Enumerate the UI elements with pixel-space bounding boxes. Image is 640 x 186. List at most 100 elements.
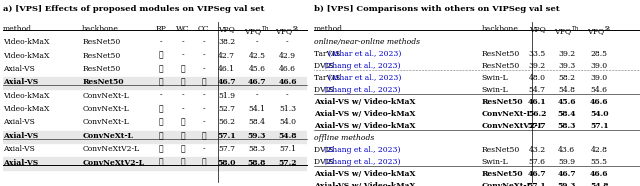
Text: Swin-L: Swin-L [482, 158, 508, 166]
Text: 46.6: 46.6 [590, 98, 609, 106]
Text: 42.5: 42.5 [248, 52, 266, 60]
Text: 58.3: 58.3 [557, 122, 576, 130]
Text: 46.6: 46.6 [279, 65, 296, 73]
Text: 57.2: 57.2 [278, 159, 297, 167]
Text: ConvNeXt-L: ConvNeXt-L [482, 182, 532, 186]
Text: Axial-VS w/ Video-kMaX: Axial-VS w/ Video-kMaX [314, 110, 415, 118]
Bar [3, 77, 307, 89]
Text: Axial-VS: Axial-VS [3, 78, 38, 86]
Text: offline methods: offline methods [314, 134, 374, 142]
Text: Axial-VS: Axial-VS [3, 132, 38, 140]
Text: ResNet50: ResNet50 [83, 65, 120, 73]
Text: 57.1: 57.1 [218, 132, 236, 140]
Text: 45.6: 45.6 [557, 98, 576, 106]
Text: method: method [3, 25, 32, 33]
Text: -: - [202, 145, 205, 153]
Text: ✓: ✓ [180, 132, 185, 140]
Text: 58.3: 58.3 [248, 145, 266, 153]
Text: 43.6: 43.6 [558, 146, 575, 154]
Text: 51.3: 51.3 [279, 105, 296, 113]
Text: 54.7: 54.7 [529, 86, 546, 94]
Text: (Zhang et al., 2023): (Zhang et al., 2023) [324, 86, 401, 94]
Text: online/near-online methods: online/near-online methods [314, 38, 420, 46]
Text: Axial-VS: Axial-VS [3, 159, 38, 167]
Text: ConvNeXtV2-L: ConvNeXtV2-L [83, 145, 140, 153]
Text: -: - [160, 92, 163, 100]
Text: Video-kMaX: Video-kMaX [3, 38, 49, 46]
Text: TarVIS: TarVIS [314, 50, 342, 58]
Text: ResNet50: ResNet50 [482, 62, 520, 70]
Text: Video-kMaX: Video-kMaX [3, 52, 49, 60]
Text: backbone: backbone [83, 25, 119, 33]
Text: Swin-L: Swin-L [482, 74, 508, 82]
Text: 51.9: 51.9 [218, 92, 235, 100]
Text: ConvNeXt-L: ConvNeXt-L [83, 118, 129, 126]
Text: ✓: ✓ [202, 132, 206, 140]
Text: ConvNeXt-L: ConvNeXt-L [83, 105, 129, 113]
Text: 57.1: 57.1 [590, 122, 609, 130]
Text: 42.8: 42.8 [591, 146, 608, 154]
Text: Swin-L: Swin-L [482, 86, 508, 94]
Text: 58.4: 58.4 [557, 110, 576, 118]
Text: ConvNeXtV2-L: ConvNeXtV2-L [83, 159, 144, 167]
Text: VPQ$^{\rm St}$: VPQ$^{\rm St}$ [587, 25, 611, 38]
Bar [3, 157, 307, 170]
Text: ✓: ✓ [159, 118, 164, 126]
Text: Axial-VS w/ Video-kMaX: Axial-VS w/ Video-kMaX [314, 122, 415, 130]
Text: 56.2: 56.2 [218, 118, 235, 126]
Text: 57.1: 57.1 [279, 145, 296, 153]
Text: -: - [256, 92, 259, 100]
Text: 57.1: 57.1 [528, 182, 547, 186]
Text: 57.6: 57.6 [529, 158, 546, 166]
Text: -: - [202, 52, 205, 60]
Text: -: - [286, 38, 289, 46]
Text: 54.8: 54.8 [590, 182, 609, 186]
Text: DVIS: DVIS [314, 62, 336, 70]
Text: VPQ: VPQ [218, 25, 235, 33]
Text: 59.3: 59.3 [557, 182, 576, 186]
Text: ✓: ✓ [159, 132, 164, 140]
Text: 52.7: 52.7 [218, 105, 235, 113]
Text: 46.7: 46.7 [218, 78, 236, 86]
Text: 58.2: 58.2 [558, 74, 575, 82]
Text: Video-kMaX: Video-kMaX [3, 92, 49, 100]
Text: Axial-VS: Axial-VS [3, 65, 35, 73]
Text: -: - [202, 105, 205, 113]
Text: -: - [160, 38, 163, 46]
Text: ConvNeXt-L: ConvNeXt-L [482, 110, 532, 118]
Bar [3, 131, 307, 143]
Text: ResNet50: ResNet50 [83, 38, 120, 46]
Text: ✓: ✓ [159, 159, 164, 167]
Text: ResNet50: ResNet50 [83, 52, 120, 60]
Text: 45.6: 45.6 [248, 65, 266, 73]
Text: 39.3: 39.3 [558, 62, 575, 70]
Text: -: - [256, 38, 259, 46]
Text: 43.2: 43.2 [529, 146, 546, 154]
Text: 28.5: 28.5 [591, 50, 608, 58]
Text: 38.2: 38.2 [218, 38, 236, 46]
Text: 58.8: 58.8 [248, 159, 266, 167]
Text: -: - [181, 105, 184, 113]
Text: Video-kMaX: Video-kMaX [3, 105, 49, 113]
Text: 39.2: 39.2 [558, 50, 575, 58]
Text: ✓: ✓ [159, 105, 164, 113]
Text: 54.0: 54.0 [279, 118, 296, 126]
Text: ✓: ✓ [159, 65, 164, 73]
Text: 39.0: 39.0 [591, 74, 608, 82]
Text: method: method [314, 25, 342, 33]
Text: 57.7: 57.7 [528, 122, 547, 130]
Text: -: - [181, 38, 184, 46]
Text: 54.1: 54.1 [248, 105, 266, 113]
Text: 57.7: 57.7 [218, 145, 235, 153]
Text: ConvNeXt-L: ConvNeXt-L [83, 132, 133, 140]
Text: 46.7: 46.7 [528, 170, 547, 178]
Text: 39.0: 39.0 [591, 62, 608, 70]
Text: 39.2: 39.2 [529, 62, 546, 70]
Text: 33.5: 33.5 [529, 50, 546, 58]
Text: 54.8: 54.8 [558, 86, 575, 94]
Text: 58.0: 58.0 [218, 159, 236, 167]
Text: ✓: ✓ [180, 159, 185, 167]
Text: ✓: ✓ [180, 78, 185, 86]
Text: -: - [202, 118, 205, 126]
Text: ✓: ✓ [159, 52, 164, 60]
